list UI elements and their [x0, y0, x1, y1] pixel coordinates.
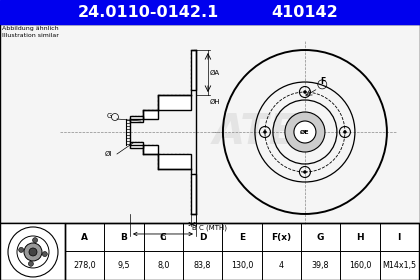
Bar [130, 116, 143, 122]
Text: B: B [121, 233, 127, 242]
Circle shape [42, 251, 47, 256]
Bar [143, 145, 158, 154]
Text: F(x): F(x) [271, 233, 291, 242]
Text: 4: 4 [279, 261, 284, 270]
Bar [0, 24, 420, 223]
Text: ØA: ØA [210, 69, 220, 76]
Text: I: I [398, 233, 401, 242]
Bar [0, 223, 65, 280]
Text: 24.0110-0142.1: 24.0110-0142.1 [77, 4, 218, 20]
Text: D: D [160, 235, 165, 241]
Bar [65, 223, 419, 280]
Text: B: B [191, 225, 196, 231]
Bar [158, 154, 191, 169]
Circle shape [24, 243, 42, 261]
Bar [158, 95, 191, 110]
Text: 8,0: 8,0 [157, 261, 170, 270]
Circle shape [29, 261, 34, 266]
Bar [191, 50, 196, 90]
Text: ØE: ØE [300, 130, 310, 134]
Text: 278,0: 278,0 [74, 261, 96, 270]
Circle shape [344, 130, 346, 134]
Bar [0, 0, 420, 24]
Circle shape [18, 248, 24, 252]
Text: Illustration similar: Illustration similar [2, 33, 59, 38]
Bar [143, 110, 158, 119]
Text: D: D [199, 233, 206, 242]
Text: M14x1,5: M14x1,5 [382, 261, 416, 270]
Circle shape [33, 238, 37, 243]
Text: 9,5: 9,5 [118, 261, 130, 270]
Text: 39,8: 39,8 [312, 261, 329, 270]
Text: A: A [81, 233, 88, 242]
Bar [130, 142, 143, 148]
Text: E: E [239, 233, 245, 242]
Text: ØI: ØI [105, 151, 112, 157]
Circle shape [29, 248, 37, 256]
Bar [191, 174, 196, 214]
Text: 83,8: 83,8 [194, 261, 211, 270]
Text: ØH: ØH [210, 99, 220, 105]
Text: 160,0: 160,0 [349, 261, 371, 270]
Text: ATE: ATE [213, 111, 297, 153]
Text: Abbildung ähnlich: Abbildung ähnlich [2, 26, 59, 31]
Text: H: H [356, 233, 364, 242]
Text: F: F [320, 77, 326, 86]
Text: 410142: 410142 [272, 4, 338, 20]
Text: C: C [160, 233, 167, 242]
Circle shape [285, 112, 325, 152]
Text: G: G [107, 113, 112, 119]
Text: 130,0: 130,0 [231, 261, 253, 270]
Circle shape [294, 121, 316, 143]
Text: C (MTH): C (MTH) [199, 225, 227, 232]
Text: G: G [317, 233, 324, 242]
Circle shape [303, 171, 307, 174]
Circle shape [263, 130, 266, 134]
Circle shape [303, 90, 307, 94]
